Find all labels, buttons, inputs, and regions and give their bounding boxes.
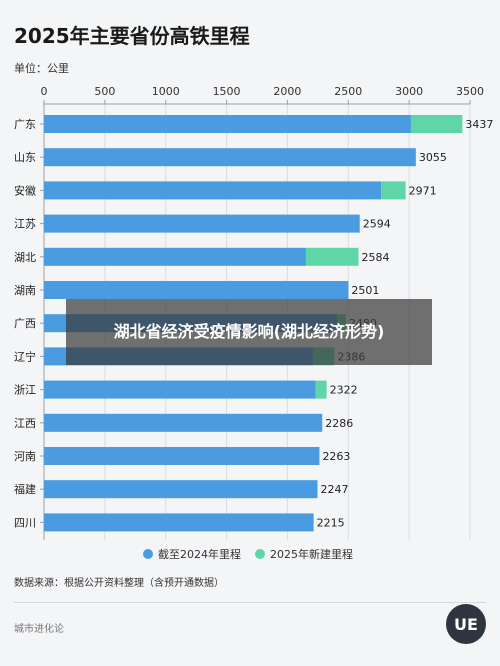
bar (315, 380, 327, 399)
total-label: 2501 (351, 284, 379, 297)
total-label: 2247 (320, 483, 348, 496)
category-label: 湖北 (14, 251, 36, 264)
bar (305, 247, 359, 266)
x-tick-label: 0 (41, 85, 48, 98)
bar (44, 480, 318, 499)
category-label: 湖南 (14, 284, 36, 297)
footer-divider (14, 602, 486, 603)
x-tick-label: 3500 (456, 85, 484, 98)
legend-label: 2025年新建里程 (270, 547, 353, 561)
category-label: 安徽 (14, 183, 36, 197)
x-tick-label: 2500 (334, 85, 362, 98)
bar (44, 247, 306, 266)
legend-marker (255, 549, 265, 559)
bar (44, 181, 382, 200)
total-label: 3055 (419, 151, 447, 164)
total-label: 2215 (317, 516, 345, 529)
total-label: 2322 (330, 384, 358, 397)
bar (44, 447, 320, 465)
x-tick-label: 1000 (152, 85, 180, 98)
bar (410, 115, 463, 133)
headline-overlay[interactable]: 湖北省经济受疫情影响(湖北经济形势) (66, 299, 432, 365)
total-label: 2584 (362, 251, 390, 264)
bar (44, 281, 349, 299)
x-tick-label: 1500 (213, 85, 241, 98)
category-label: 江西 (14, 417, 36, 430)
category-label: 福建 (14, 482, 36, 496)
bar (44, 148, 416, 167)
category-label: 浙江 (14, 384, 36, 397)
total-label: 2594 (363, 218, 391, 231)
bar (381, 181, 406, 200)
brand-logo: UE (446, 604, 486, 644)
category-label: 四川 (14, 516, 36, 529)
data-source-note: 数据来源：根据公开资料整理（含预开通数据） (14, 578, 224, 589)
legend-marker (143, 549, 153, 559)
category-label: 江苏 (14, 218, 36, 231)
category-label: 广西 (14, 317, 36, 330)
x-tick-label: 2000 (273, 85, 301, 98)
category-label: 辽宁 (14, 349, 36, 363)
unit-label: 单位：公里 (14, 62, 69, 75)
chart-title: 2025年主要省份高铁里程 (14, 24, 250, 48)
headline-text: 湖北省经济受疫情影响(湖北经济形势) (113, 322, 385, 341)
x-tick-label: 500 (94, 85, 115, 98)
category-label: 山东 (14, 151, 36, 164)
bar (44, 380, 316, 399)
bar (44, 214, 360, 233)
bar (44, 413, 323, 432)
category-label: 广东 (14, 118, 36, 131)
total-label: 2286 (325, 417, 353, 430)
total-label: 3437 (465, 118, 493, 131)
bar (44, 513, 314, 532)
category-label: 河南 (14, 450, 36, 463)
total-label: 2971 (409, 184, 437, 197)
bar (44, 115, 411, 133)
total-label: 2263 (322, 450, 350, 463)
bar-chart: 0 500 1000 1500 2000 2500 3000 3500 广东山东安徽江苏湖北湖… (14, 85, 493, 561)
legend-label: 截至2024年里程 (158, 547, 241, 561)
x-tick-label: 3000 (395, 85, 423, 98)
brand-name: 城市进化论 (14, 624, 64, 635)
